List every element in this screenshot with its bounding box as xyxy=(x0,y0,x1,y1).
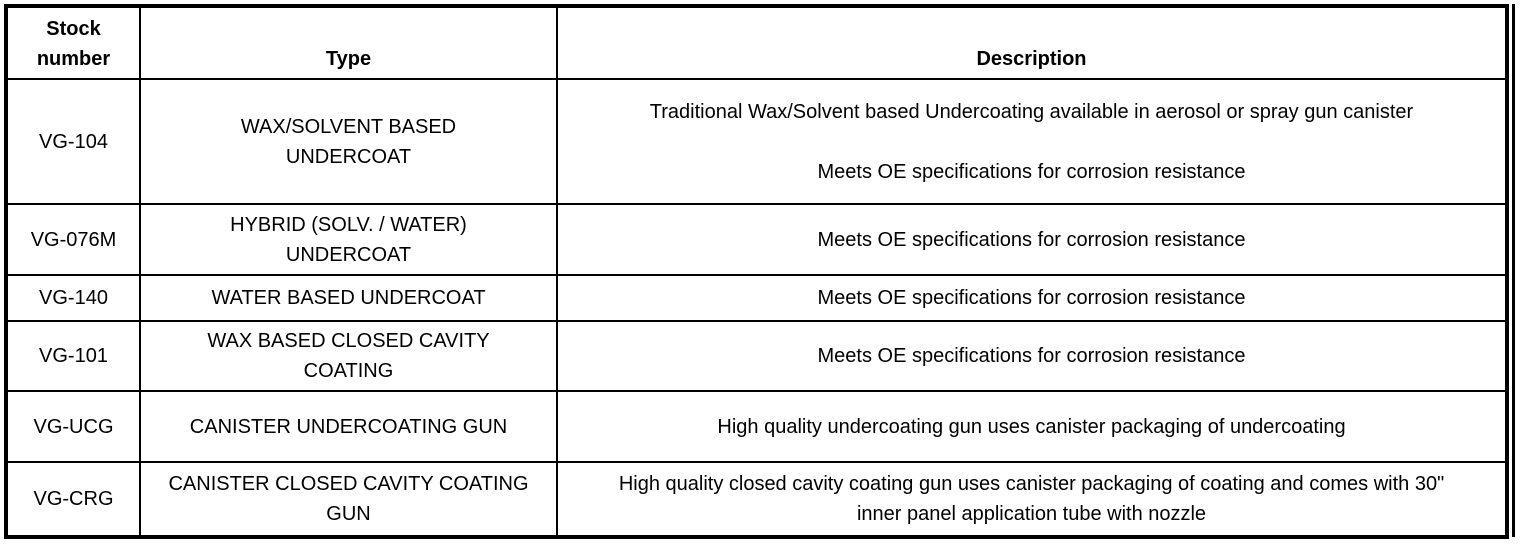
stock-cell: VG-104 xyxy=(5,78,141,205)
type-cell: CANISTER UNDERCOATING GUN xyxy=(139,390,558,463)
table-row: VG-CRG CANISTER CLOSED CAVITY COATING GU… xyxy=(5,461,1508,538)
description-cell: Meets OE specifications for corrosion re… xyxy=(556,203,1508,276)
stock-cell: VG-101 xyxy=(5,320,141,392)
stock-cell: VG-076M xyxy=(5,203,141,276)
table-row: VG-140 WATER BASED UNDERCOAT Meets OE sp… xyxy=(5,274,1508,322)
description-cell: High quality closed cavity coating gun u… xyxy=(556,461,1508,538)
header-row: Stock number Type Description xyxy=(5,5,1508,80)
stock-cell: VG-140 xyxy=(5,274,141,322)
table-row: VG-104 WAX/SOLVENT BASED UNDERCOAT Tradi… xyxy=(5,78,1508,205)
description-line: Traditional Wax/Solvent based Undercoati… xyxy=(649,100,1414,123)
type-cell: WAX BASED CLOSED CAVITY COATING xyxy=(139,320,558,392)
table-row: VG-076M HYBRID (SOLV. / WATER) UNDERCOAT… xyxy=(5,203,1508,276)
stock-cell: VG-CRG xyxy=(5,461,141,538)
right-margin-rule xyxy=(1512,4,1515,537)
header-stock-number: Stock number xyxy=(5,5,141,80)
type-cell: CANISTER CLOSED CAVITY COATING GUN xyxy=(139,461,558,538)
description-cell: Traditional Wax/Solvent based Undercoati… xyxy=(556,78,1508,205)
description-cell: Meets OE specifications for corrosion re… xyxy=(556,274,1508,322)
table-row: VG-101 WAX BASED CLOSED CAVITY COATING M… xyxy=(5,320,1508,392)
product-table: Stock number Type Description VG-104 WAX… xyxy=(4,4,1509,539)
description-line: Meets OE specifications for corrosion re… xyxy=(817,160,1246,183)
table-row: VG-UCG CANISTER UNDERCOATING GUN High qu… xyxy=(5,390,1508,463)
header-description: Description xyxy=(556,5,1508,80)
stock-cell: VG-UCG xyxy=(5,390,141,463)
type-cell: WATER BASED UNDERCOAT xyxy=(139,274,558,322)
header-type: Type xyxy=(139,5,558,80)
type-cell: HYBRID (SOLV. / WATER) UNDERCOAT xyxy=(139,203,558,276)
description-cell: High quality undercoating gun uses canis… xyxy=(556,390,1508,463)
type-cell: WAX/SOLVENT BASED UNDERCOAT xyxy=(139,78,558,205)
description-cell: Meets OE specifications for corrosion re… xyxy=(556,320,1508,392)
